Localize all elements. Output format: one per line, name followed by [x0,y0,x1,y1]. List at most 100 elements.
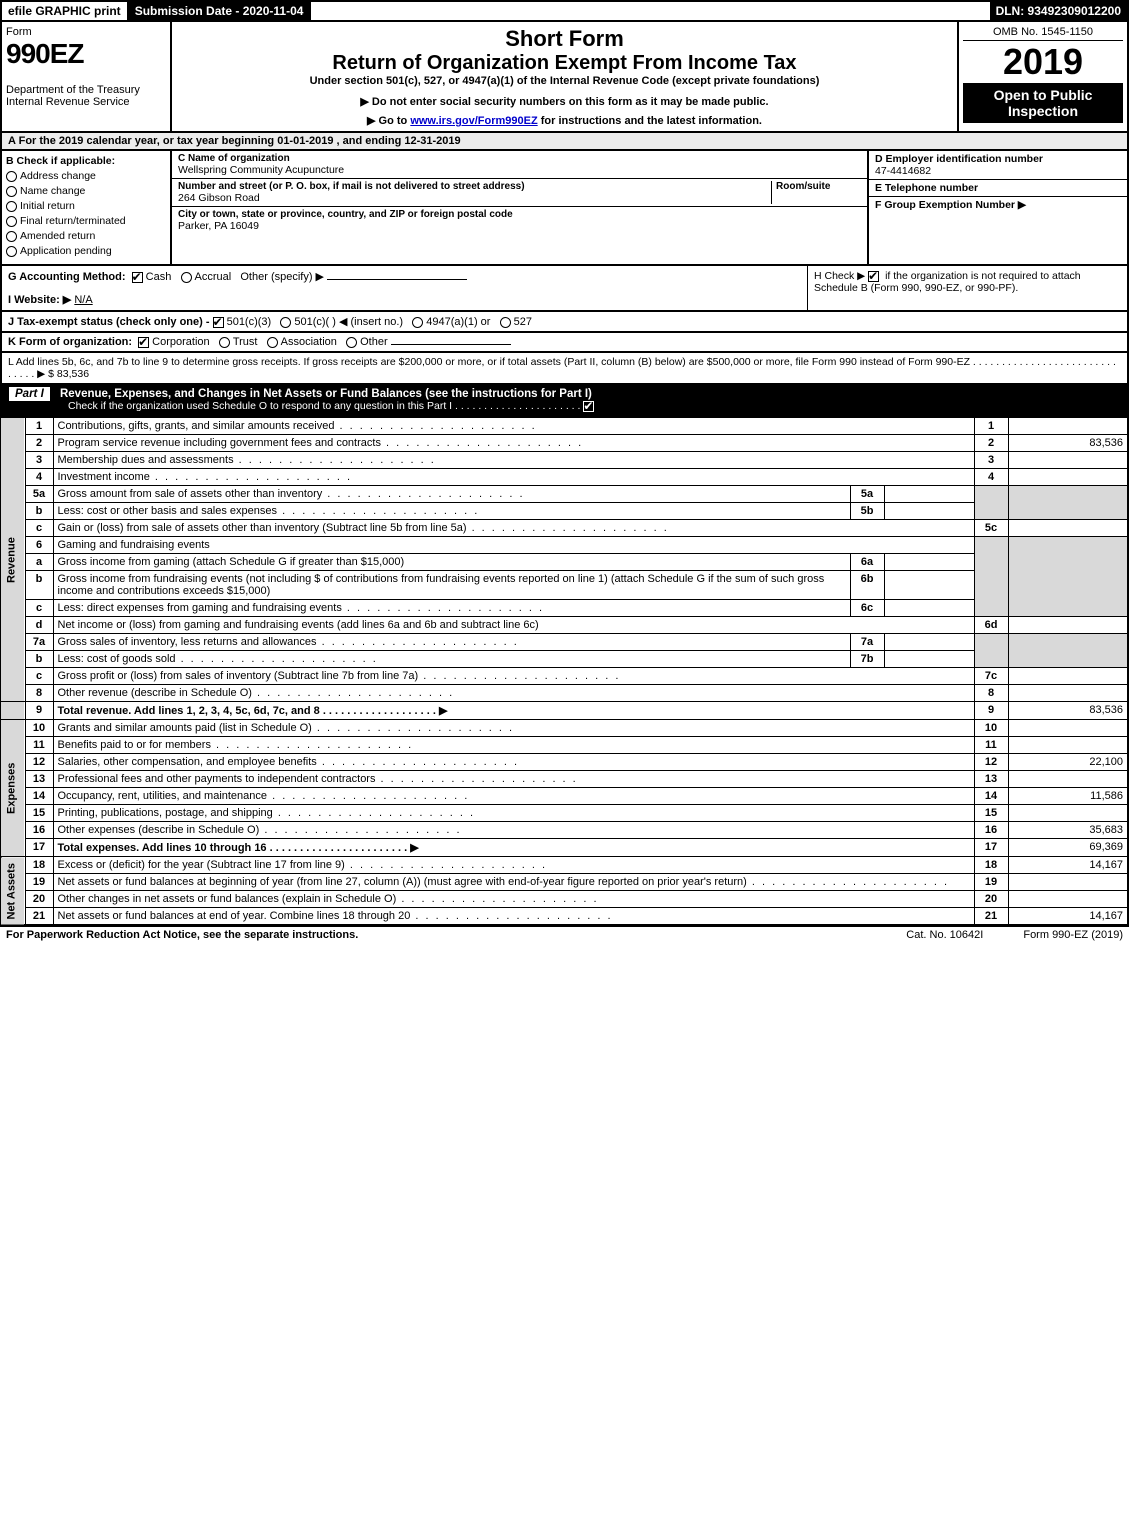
other-specify-line [327,279,467,280]
dept-treasury: Department of the Treasury [6,84,166,96]
check-schedule-b-not-required[interactable] [868,271,879,282]
box-b: B Check if applicable: Address change Na… [2,151,172,264]
line-1-ln: 1 [974,418,1008,435]
part-1-label: Part I [8,386,51,402]
h-text-pre: H Check ▶ [814,270,868,282]
line-5a-desc: Gross amount from sale of assets other t… [58,488,525,500]
line-21-amt: 14,167 [1008,908,1128,926]
line-13-num: 13 [25,771,53,788]
grey-7ab [974,634,1008,668]
footer-mid: Cat. No. 10642I [906,929,983,941]
line-2-desc: Program service revenue including govern… [58,437,584,449]
line-12-desc: Salaries, other compensation, and employ… [58,756,520,768]
line-12-ln: 12 [974,754,1008,771]
period-row: A For the 2019 calendar year, or tax yea… [0,133,1129,151]
check-other-org[interactable] [346,337,357,348]
check-amended-return[interactable] [6,231,17,242]
header-left: Form 990EZ Department of the Treasury In… [2,22,172,131]
check-address-change[interactable] [6,171,17,182]
check-schedule-o-used[interactable] [583,401,594,412]
line-15-desc: Printing, publications, postage, and shi… [58,807,476,819]
line-7c-desc: Gross profit or (loss) from sales of inv… [58,670,621,682]
ein-label: D Employer identification number [875,153,1121,165]
efile-label[interactable]: efile GRAPHIC print [2,2,129,20]
line-10-desc: Grants and similar amounts paid (list in… [58,722,515,734]
line-3-amt [1008,452,1128,469]
check-corporation[interactable] [138,337,149,348]
check-trust[interactable] [219,337,230,348]
line-4-ln: 4 [974,469,1008,486]
line-17-desc: Total expenses. Add lines 10 through 16 … [58,842,419,854]
line-8-num: 8 [25,685,53,702]
header-right: OMB No. 1545-1150 2019 Open to Public In… [957,22,1127,131]
submission-date: Submission Date - 2020-11-04 [129,2,312,20]
top-bar: efile GRAPHIC print Submission Date - 20… [0,0,1129,22]
line-5b-desc: Less: cost or other basis and sales expe… [58,505,480,517]
row-l: L Add lines 5b, 6c, and 7b to line 9 to … [0,353,1129,385]
check-initial-return[interactable] [6,201,17,212]
line-19-amt [1008,874,1128,891]
part-1-sub-text: Check if the organization used Schedule … [68,400,583,412]
line-20-desc: Other changes in net assets or fund bala… [58,893,599,905]
line-17-amt: 69,369 [1008,839,1128,857]
row-g-left: G Accounting Method: Cash Accrual Other … [2,266,807,310]
line-3-desc: Membership dues and assessments [58,454,436,466]
ein-value: 47-4414682 [875,165,1121,177]
form-org-label: K Form of organization: [8,336,132,348]
check-final-return[interactable] [6,216,17,227]
irs-link[interactable]: www.irs.gov/Form990EZ [410,115,537,127]
org-name-label: C Name of organization [178,153,861,164]
check-accrual[interactable] [181,272,192,283]
line-14-num: 14 [25,788,53,805]
line-19-desc: Net assets or fund balances at beginning… [58,876,950,888]
line-19-ln: 19 [974,874,1008,891]
line-4-num: 4 [25,469,53,486]
line-14-ln: 14 [974,788,1008,805]
line-21-num: 21 [25,908,53,926]
line-9-ln: 9 [974,702,1008,720]
check-application-pending[interactable] [6,246,17,257]
line-5a-sn: 5a [850,486,884,503]
omb-number: OMB No. 1545-1150 [963,26,1123,41]
line-6a-num: a [25,554,53,571]
line-11-num: 11 [25,737,53,754]
line-3-num: 3 [25,452,53,469]
check-501c[interactable] [280,317,291,328]
lbl-final-return: Final return/terminated [20,215,126,227]
grey-6 [974,537,1008,617]
lbl-501c3: 501(c)(3) [227,316,272,328]
lbl-initial-return: Initial return [20,200,75,212]
side-net-assets: Net Assets [1,857,25,926]
check-501c3[interactable] [213,317,224,328]
website-value: N/A [74,294,92,306]
check-name-change[interactable] [6,186,17,197]
line-6d-amt [1008,617,1128,634]
check-association[interactable] [267,337,278,348]
line-10-ln: 10 [974,720,1008,737]
line-9-desc: Total revenue. Add lines 1, 2, 3, 4, 5c,… [58,705,448,717]
line-6a-desc: Gross income from gaming (attach Schedul… [53,554,850,571]
line-10-amt [1008,720,1128,737]
line-11-desc: Benefits paid to or for members [58,739,414,751]
line-16-ln: 16 [974,822,1008,839]
grey-5ab [974,486,1008,520]
tax-exempt-label: J Tax-exempt status (check only one) - [8,316,213,328]
line-2-ln: 2 [974,435,1008,452]
goto-post: for instructions and the latest informat… [538,115,762,127]
line-12-num: 12 [25,754,53,771]
form-number: 990EZ [6,38,166,70]
lbl-4947a1: 4947(a)(1) or [426,316,490,328]
check-4947a1[interactable] [412,317,423,328]
line-13-ln: 13 [974,771,1008,788]
lbl-other-specify: Other (specify) ▶ [240,271,324,283]
lbl-cash: Cash [146,271,172,283]
form-subtitle: Under section 501(c), 527, or 4947(a)(1)… [176,75,953,87]
check-cash[interactable] [132,272,143,283]
line-18-desc: Excess or (deficit) for the year (Subtra… [58,859,548,871]
side-revenue: Revenue [1,418,25,702]
line-6a-sn: 6a [850,554,884,571]
row-h: H Check ▶ if the organization is not req… [807,266,1127,310]
check-527[interactable] [500,317,511,328]
line-19-num: 19 [25,874,53,891]
line-8-amt [1008,685,1128,702]
